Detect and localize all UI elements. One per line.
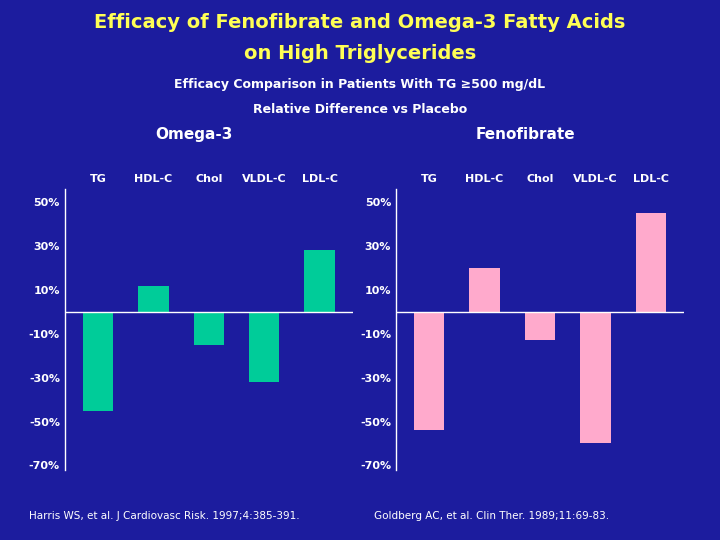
Bar bbox=[525, 312, 555, 340]
Bar bbox=[194, 312, 224, 345]
Text: Harris WS, et al. J Cardiovasc Risk. 1997;4:385-391.: Harris WS, et al. J Cardiovasc Risk. 199… bbox=[29, 511, 300, 521]
Text: Efficacy of Fenofibrate and Omega-3 Fatty Acids: Efficacy of Fenofibrate and Omega-3 Fatt… bbox=[94, 14, 626, 32]
Bar bbox=[83, 312, 113, 410]
Bar bbox=[138, 286, 168, 312]
Text: Chol: Chol bbox=[195, 173, 222, 184]
Text: HDL-C: HDL-C bbox=[466, 173, 504, 184]
Text: VLDL-C: VLDL-C bbox=[242, 173, 287, 184]
Bar bbox=[636, 213, 666, 312]
Text: LDL-C: LDL-C bbox=[633, 173, 669, 184]
Text: Relative Difference vs Placebo: Relative Difference vs Placebo bbox=[253, 103, 467, 116]
Text: Chol: Chol bbox=[526, 173, 554, 184]
Bar bbox=[469, 268, 500, 312]
Bar bbox=[305, 251, 335, 312]
Bar bbox=[414, 312, 444, 430]
Text: TG: TG bbox=[420, 173, 438, 184]
Bar bbox=[249, 312, 279, 382]
Text: Goldberg AC, et al. Clin Ther. 1989;11:69-83.: Goldberg AC, et al. Clin Ther. 1989;11:6… bbox=[374, 511, 610, 521]
Text: Omega-3: Omega-3 bbox=[156, 127, 233, 142]
Text: TG: TG bbox=[89, 173, 107, 184]
Text: Efficacy Comparison in Patients With TG ≥500 mg/dL: Efficacy Comparison in Patients With TG … bbox=[174, 78, 546, 91]
Text: VLDL-C: VLDL-C bbox=[573, 173, 618, 184]
Text: HDL-C: HDL-C bbox=[135, 173, 173, 184]
Bar bbox=[580, 312, 611, 443]
Text: Fenofibrate: Fenofibrate bbox=[476, 127, 575, 142]
Text: LDL-C: LDL-C bbox=[302, 173, 338, 184]
Text: on High Triglycerides: on High Triglycerides bbox=[244, 44, 476, 63]
